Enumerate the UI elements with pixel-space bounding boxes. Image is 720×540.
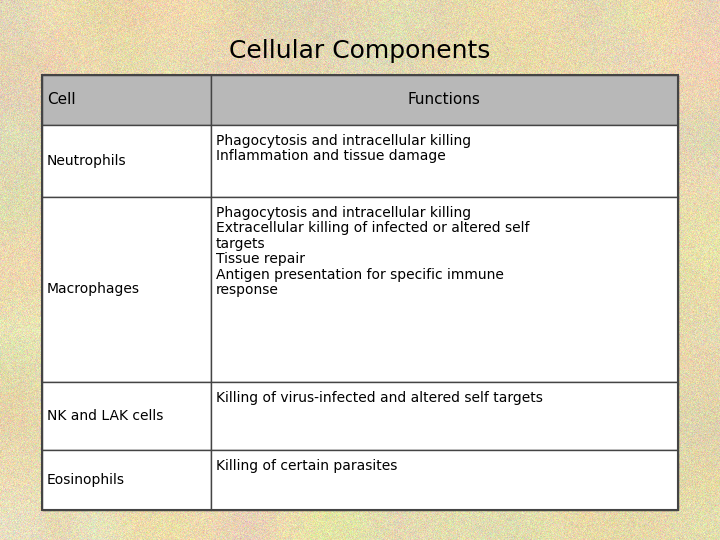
Text: Neutrophils: Neutrophils xyxy=(47,154,127,168)
Text: targets: targets xyxy=(215,237,265,251)
Text: Inflammation and tissue damage: Inflammation and tissue damage xyxy=(215,149,445,163)
Text: Cell: Cell xyxy=(47,92,76,107)
Bar xyxy=(210,450,678,510)
Text: Killing of certain parasites: Killing of certain parasites xyxy=(215,459,397,472)
Text: NK and LAK cells: NK and LAK cells xyxy=(47,409,163,423)
Text: Tissue repair: Tissue repair xyxy=(215,252,305,266)
Text: response: response xyxy=(215,284,279,297)
Text: Macrophages: Macrophages xyxy=(47,282,140,296)
Bar xyxy=(210,382,678,450)
Bar xyxy=(42,125,210,197)
Bar xyxy=(210,125,678,197)
Bar xyxy=(210,75,678,125)
Bar xyxy=(42,75,678,510)
Bar xyxy=(42,75,210,125)
Text: Eosinophils: Eosinophils xyxy=(47,473,125,487)
Text: Cellular Components: Cellular Components xyxy=(229,39,491,63)
Text: Functions: Functions xyxy=(408,92,481,107)
Bar xyxy=(42,382,210,450)
Text: Extracellular killing of infected or altered self: Extracellular killing of infected or alt… xyxy=(215,221,529,235)
Bar xyxy=(42,450,210,510)
Text: Antigen presentation for specific immune: Antigen presentation for specific immune xyxy=(215,268,503,282)
Bar xyxy=(42,197,210,382)
Text: Killing of virus-infected and altered self targets: Killing of virus-infected and altered se… xyxy=(215,391,542,405)
Text: Phagocytosis and intracellular killing: Phagocytosis and intracellular killing xyxy=(215,206,471,220)
Text: Phagocytosis and intracellular killing: Phagocytosis and intracellular killing xyxy=(215,134,471,148)
Bar xyxy=(210,197,678,382)
